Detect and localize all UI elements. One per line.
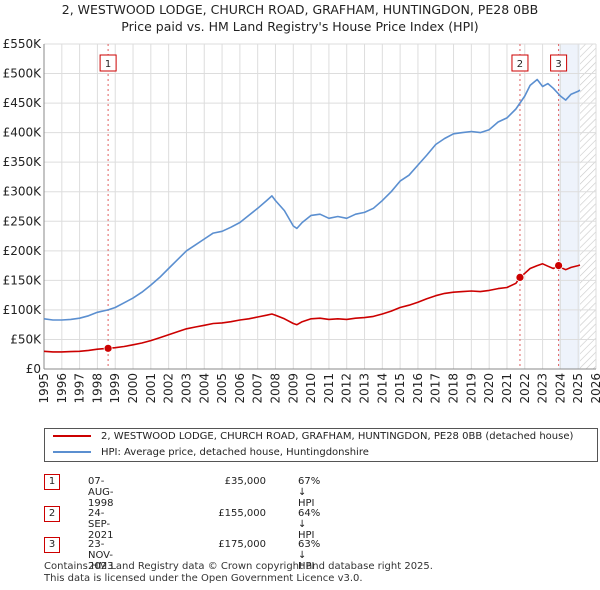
- chart-title-address: 2, WESTWOOD LODGE, CHURCH ROAD, GRAFHAM,…: [61, 2, 539, 17]
- y-tick-label: £550K: [3, 37, 43, 51]
- x-tick-label: 2026: [589, 373, 600, 404]
- sale-date: 07-AUG-1998: [88, 476, 114, 509]
- legend-blue-line: [53, 451, 91, 453]
- footer-licence: This data is licensed under the Open Gov…: [44, 573, 363, 584]
- sale-price: £175,000: [218, 539, 266, 550]
- x-tick-label: 2002: [162, 373, 176, 404]
- sale-date: 23-NOV-2023: [88, 539, 114, 572]
- sale-label-number: 3: [555, 59, 561, 70]
- sale-label-box: [99, 54, 117, 72]
- sale-price: £155,000: [218, 508, 266, 519]
- x-tick-label: 2006: [233, 373, 247, 404]
- x-tick-label: 2025: [571, 373, 585, 404]
- x-tick-label: 1995: [37, 373, 51, 404]
- x-tick-label: 2021: [500, 373, 514, 404]
- sale-date: 24-SEP-2021: [88, 508, 114, 541]
- chart-legend: 2, WESTWOOD LODGE, CHURCH ROAD, GRAFHAM,…: [44, 428, 598, 462]
- x-tick-label: 2023: [536, 373, 550, 404]
- sale-hpi-diff: 64% ↓ HPI: [298, 508, 321, 541]
- x-tick-label: 2016: [411, 373, 425, 404]
- sale-hpi-diff: 63% ↓ HPI: [298, 539, 321, 572]
- y-tick-label: £350K: [3, 155, 43, 169]
- sale-number-badge: 2: [44, 506, 60, 522]
- y-tick-label: £450K: [3, 96, 43, 110]
- x-tick-label: 2004: [197, 373, 211, 404]
- x-tick-label: 2011: [322, 373, 336, 404]
- sale-point: [554, 261, 564, 270]
- legend-hpi-label: HPI: Average price, detached house, Hunt…: [101, 447, 369, 458]
- sale-label-box: [511, 54, 529, 72]
- x-tick-label: 2000: [126, 373, 140, 404]
- x-tick-label: 2005: [215, 373, 229, 404]
- x-tick-label: 2008: [268, 373, 282, 404]
- post-sale-shade: [558, 44, 580, 369]
- legend-red-line: [53, 435, 91, 437]
- legend-item-hpi: HPI: Average price, detached house, Hunt…: [53, 447, 369, 463]
- y-tick-label: £500K: [3, 67, 43, 81]
- y-tick-label: £50K: [10, 332, 42, 346]
- x-tick-label: 2009: [286, 373, 300, 404]
- sale-label-number: 1: [105, 59, 111, 70]
- x-tick-label: 2007: [251, 373, 265, 404]
- y-tick-label: £300K: [3, 185, 43, 199]
- x-tick-label: 2017: [429, 373, 443, 404]
- y-tick-label: £0: [26, 362, 41, 376]
- footer-copyright: Contains HM Land Registry data © Crown c…: [44, 561, 433, 572]
- sale-number-badge: 1: [44, 474, 60, 490]
- x-tick-label: 1996: [55, 373, 69, 404]
- x-tick-label: 2001: [144, 373, 158, 404]
- y-tick-label: £250K: [3, 214, 43, 228]
- x-tick-label: 1999: [108, 373, 122, 404]
- plot-area: [44, 44, 596, 369]
- forecast-hatch: [579, 44, 596, 369]
- legend-property-label: 2, WESTWOOD LODGE, CHURCH ROAD, GRAFHAM,…: [101, 431, 574, 442]
- chart-subtitle: Price paid vs. HM Land Registry's House …: [121, 19, 479, 34]
- sale-hpi-diff: 67% ↓ HPI: [298, 476, 321, 509]
- x-tick-label: 1997: [73, 373, 87, 404]
- y-tick-label: £100K: [3, 303, 43, 317]
- x-tick-label: 2024: [553, 373, 567, 404]
- y-tick-label: £150K: [3, 273, 43, 287]
- x-tick-label: 2013: [358, 373, 372, 404]
- sale-point: [103, 343, 113, 353]
- x-tick-label: 2020: [482, 373, 496, 404]
- x-tick-label: 2018: [447, 373, 461, 404]
- x-tick-label: 2015: [393, 373, 407, 404]
- y-tick-label: £200K: [3, 244, 43, 258]
- x-tick-label: 2014: [375, 373, 389, 404]
- sale-number-badge: 3: [44, 537, 60, 553]
- x-tick-label: 2003: [179, 373, 193, 404]
- sale-label-box: [550, 54, 568, 72]
- hpi-series-line: [43, 78, 581, 321]
- legend-item-property: 2, WESTWOOD LODGE, CHURCH ROAD, GRAFHAM,…: [53, 431, 573, 447]
- x-tick-label: 2022: [518, 373, 532, 404]
- price-chart: £0 £50K £100K £150K £200K £250K £300K £350K £400…: [3, 37, 600, 404]
- x-tick-label: 2012: [340, 373, 354, 404]
- sale-label-number: 2: [517, 59, 523, 70]
- sale-point: [515, 273, 525, 282]
- sale-price: £35,000: [224, 476, 266, 487]
- x-tick-label: 2019: [464, 373, 478, 404]
- x-tick-label: 2010: [304, 373, 318, 404]
- x-tick-label: 1998: [90, 373, 104, 404]
- y-tick-label: £400K: [3, 126, 43, 140]
